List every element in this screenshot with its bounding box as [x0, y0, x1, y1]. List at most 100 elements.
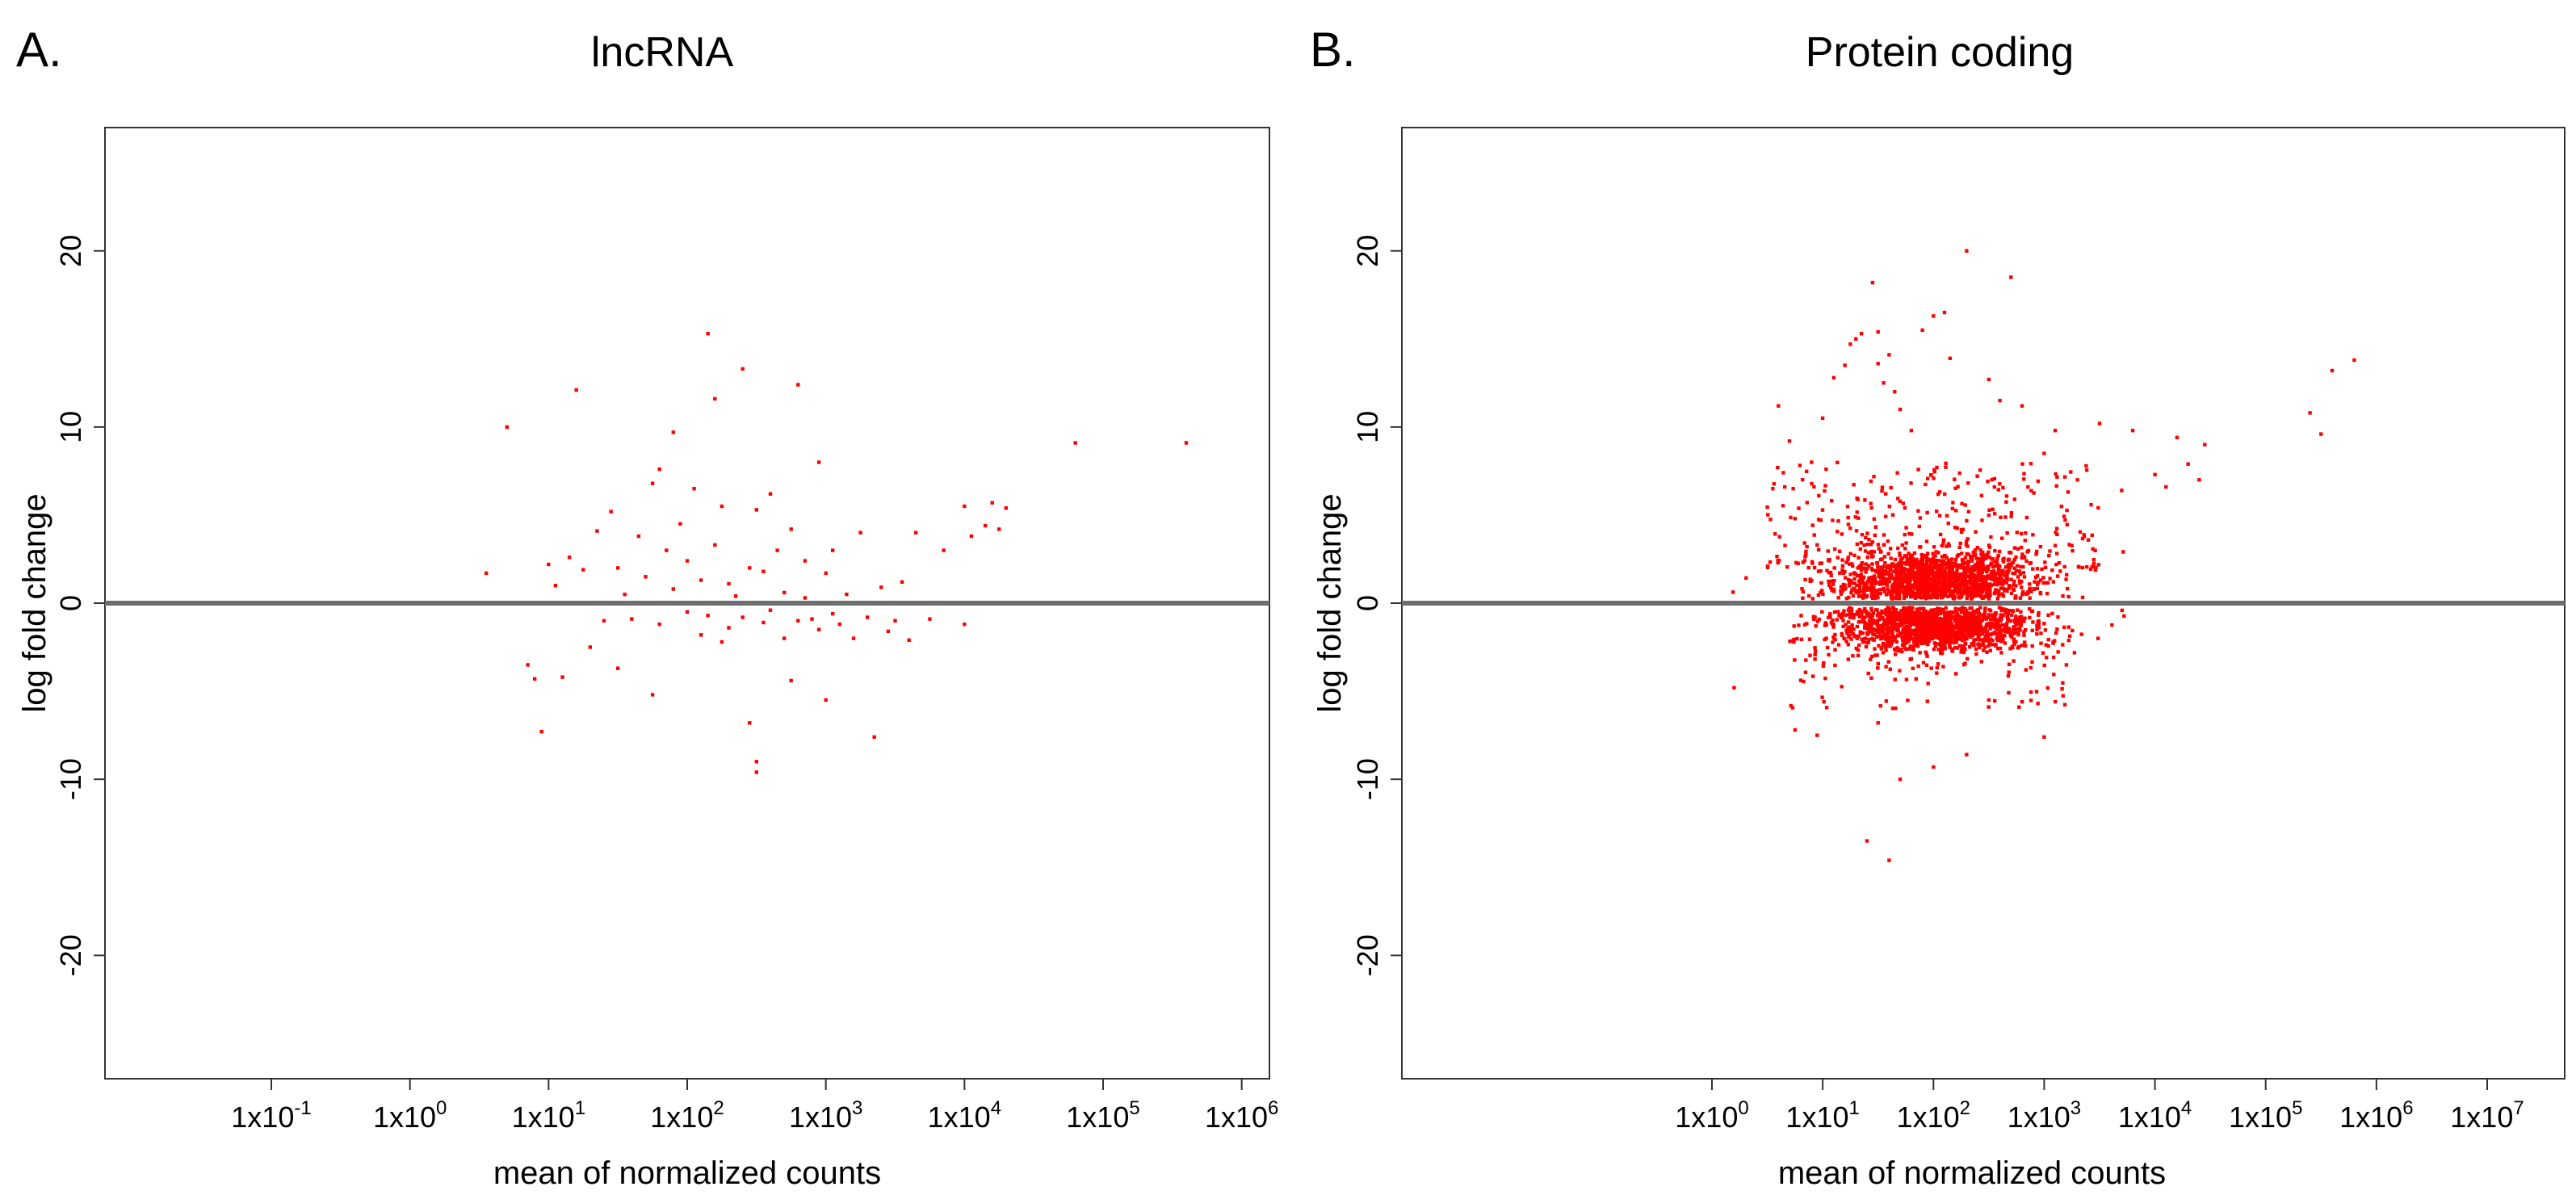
- data-point: [1857, 643, 1861, 648]
- data-point: [1940, 573, 1945, 577]
- data-point: [1869, 628, 1873, 632]
- panel-a-title: lncRNA: [591, 29, 734, 76]
- data-point: [1991, 622, 1995, 626]
- data-point: [1865, 623, 1869, 627]
- data-point: [1959, 590, 1963, 594]
- data-point: [1961, 618, 1966, 622]
- data-point: [1965, 518, 1969, 523]
- data-point: [1999, 575, 2003, 579]
- data-point: [1932, 629, 1936, 633]
- data-point: [1904, 591, 1908, 596]
- data-point: [1849, 590, 1853, 595]
- data-point: [2062, 702, 2067, 707]
- data-point: [1869, 576, 1873, 580]
- data-point: [1953, 594, 1957, 599]
- data-point: [2008, 647, 2012, 651]
- data-point: [1999, 570, 2004, 575]
- data-point: [671, 430, 675, 434]
- data-point: [1918, 616, 1922, 620]
- data-point: [1862, 594, 1866, 598]
- data-point: [1948, 589, 1952, 593]
- data-point: [1947, 567, 1952, 572]
- data-point: [2046, 613, 2050, 617]
- data-point: [2028, 665, 2033, 670]
- data-point: [1891, 609, 1896, 613]
- data-point: [1877, 547, 1882, 551]
- data-point: [1901, 630, 1906, 634]
- data-point: [1813, 657, 1817, 661]
- data-point: [1976, 577, 1980, 581]
- data-point: [1991, 565, 1995, 569]
- data-point: [1909, 429, 1914, 433]
- data-point: [2038, 544, 2043, 549]
- data-point: [1933, 554, 1937, 558]
- data-point: [1976, 572, 1980, 577]
- data-point: [1852, 581, 1856, 585]
- data-point: [1972, 631, 1976, 635]
- data-point: [1884, 492, 1888, 496]
- data-point: [1878, 557, 1883, 562]
- data-point: [1862, 586, 1866, 591]
- data-point: [1993, 698, 1997, 703]
- data-point: [1967, 586, 1971, 591]
- data-point: [1854, 337, 1858, 341]
- data-point: [2093, 548, 2097, 552]
- data-point: [2009, 635, 2014, 639]
- data-point: [1824, 706, 1829, 710]
- data-point: [2043, 565, 2048, 570]
- data-point: [1924, 539, 1929, 543]
- data-point: [1825, 568, 1829, 572]
- data-point: [1906, 573, 1911, 577]
- data-point: [2012, 557, 2016, 562]
- data-point: [1915, 565, 1919, 569]
- data-point: [1886, 606, 1890, 610]
- data-point: [2041, 651, 2045, 655]
- data-point: [699, 633, 703, 637]
- data-point: [1843, 363, 1847, 367]
- data-point: [1991, 643, 1995, 647]
- data-point: [1876, 329, 1880, 334]
- data-point: [2009, 591, 2014, 595]
- data-point: [1987, 615, 1991, 620]
- data-point: [1976, 619, 1980, 623]
- data-point: [2005, 575, 2009, 579]
- data-point: [1963, 556, 1968, 560]
- data-point: [879, 585, 883, 589]
- data-point: [1929, 666, 1933, 670]
- data-point: [1995, 618, 1999, 623]
- data-point: [650, 481, 655, 485]
- data-point: [1810, 674, 1815, 678]
- data-point: [1900, 569, 1904, 573]
- data-point: [1887, 618, 1891, 622]
- data-point: [1934, 560, 1939, 565]
- data-point: [1942, 568, 1946, 573]
- data-point: [1980, 618, 1985, 623]
- data-point: [2003, 610, 2008, 614]
- data-point: [1977, 593, 1982, 598]
- data-point: [1993, 571, 1998, 575]
- data-point: [2037, 610, 2041, 615]
- data-point: [1919, 619, 1923, 623]
- data-point: [2024, 668, 2028, 672]
- data-point: [1966, 568, 1970, 572]
- data-point: [1902, 591, 1906, 596]
- data-point: [1941, 617, 1945, 621]
- data-point: [1936, 551, 1940, 555]
- data-point: [1911, 639, 1916, 644]
- data-point: [1953, 619, 1957, 623]
- data-point: [1975, 637, 1979, 642]
- data-point: [2042, 451, 2046, 455]
- data-point: [2085, 564, 2089, 569]
- data-point: [2055, 475, 2059, 480]
- data-point: [1961, 582, 1966, 587]
- data-point: [1920, 328, 1924, 333]
- data-point: [1917, 581, 1921, 585]
- data-point: [1873, 647, 1877, 651]
- data-point: [1955, 623, 1959, 627]
- data-point: [2055, 526, 2059, 530]
- data-point: [2017, 569, 2021, 573]
- data-point: [2007, 690, 2011, 695]
- data-point: [1893, 564, 1897, 569]
- data-point: [2012, 546, 2017, 550]
- data-point: [1876, 362, 1880, 366]
